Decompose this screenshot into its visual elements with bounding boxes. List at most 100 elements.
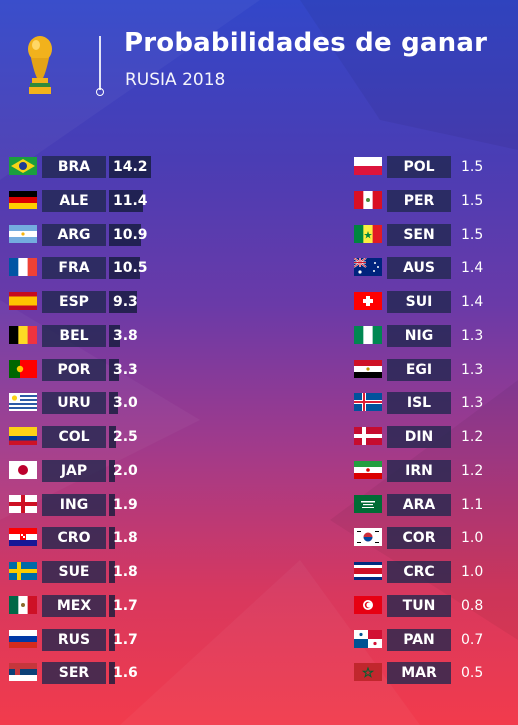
senegal-flag	[354, 224, 382, 243]
probability-label: 1.4	[461, 260, 484, 277]
probability-bar	[109, 291, 137, 313]
denmark-flag	[354, 427, 382, 445]
probability-bar	[109, 358, 119, 381]
table-row: POR 3.3	[9, 357, 169, 391]
probability-value: 14.2	[109, 156, 151, 178]
probability-label: 1.7	[113, 631, 138, 648]
costa-rica-flag	[354, 562, 382, 580]
country-code: BEL	[42, 324, 106, 347]
probability-value: 11.4	[109, 189, 148, 212]
table-row: NIG 1.3	[354, 323, 514, 357]
table-row: MAR 0.5	[354, 660, 514, 694]
probability-value: 1.2	[457, 460, 483, 482]
probability-label: 1.1	[461, 496, 484, 513]
probability-value: 1.4	[457, 257, 483, 279]
probability-label: 11.4	[113, 192, 148, 209]
table-row: EGI 1.3	[354, 357, 514, 391]
table-row: RUS 1.7	[9, 627, 169, 661]
probability-label: 10.5	[113, 260, 148, 277]
country-code: ESP	[42, 291, 106, 313]
probability-label: 1.6	[113, 665, 138, 682]
table-row: ARG 10.9	[9, 222, 169, 256]
probability-bar	[109, 426, 117, 448]
country-code: ALE	[42, 189, 106, 212]
probability-label: 1.3	[461, 327, 484, 344]
table-row: COL 2.5	[9, 424, 169, 458]
panama-flag	[354, 629, 382, 648]
table-row: JAP 2.0	[9, 458, 169, 492]
right-column: POL 1.5 PER 1.5 SEN 1.5 AUS 1.4 SUI 1.4 NIG 1.3 EGI 1…	[354, 154, 514, 694]
probability-label: 0.8	[461, 597, 484, 614]
table-row: SUI 1.4	[354, 289, 514, 323]
probability-value: 2.5	[109, 426, 138, 448]
country-code: POR	[42, 358, 106, 381]
england-flag	[9, 494, 37, 513]
probability-label: 1.4	[461, 294, 484, 310]
trophy-icon	[28, 36, 52, 94]
probability-label: 1.3	[461, 395, 484, 412]
table-row: POL 1.5	[354, 154, 514, 188]
probability-value: 10.9	[109, 223, 148, 246]
probability-label: 10.9	[113, 226, 148, 243]
probability-label: 14.2	[113, 159, 148, 175]
table-row: COR 1.0	[354, 525, 514, 559]
country-code: FRA	[42, 257, 106, 280]
probability-bar	[109, 257, 141, 280]
uruguay-flag	[9, 393, 37, 412]
country-code: SUI	[387, 291, 451, 313]
table-row: ARA 1.1	[354, 492, 514, 526]
table-row: BEL 3.8	[9, 323, 169, 357]
probability-value: 0.8	[457, 595, 483, 617]
country-code: EGI	[387, 358, 451, 381]
saudi-arabia-flag	[354, 494, 382, 513]
probability-value: 0.7	[457, 629, 483, 651]
table-row: ESP 9.3	[9, 289, 169, 323]
probability-bar	[109, 662, 115, 685]
probability-value: 1.7	[109, 594, 138, 617]
table-row: TUN 0.8	[354, 593, 514, 627]
brazil-flag	[9, 157, 37, 175]
country-code: ARA	[387, 493, 451, 516]
probability-label: 1.2	[461, 429, 484, 445]
country-code: PER	[387, 189, 451, 212]
belgium-flag	[9, 325, 37, 344]
country-code: NIG	[387, 324, 451, 347]
table-row: IRN 1.2	[354, 458, 514, 492]
probability-bar	[109, 324, 121, 347]
probability-bar	[109, 594, 115, 617]
colombia-flag	[9, 427, 37, 445]
probability-value: 1.9	[109, 493, 138, 516]
probability-value: 3.3	[109, 358, 138, 381]
country-code: COL	[42, 426, 106, 448]
country-code: URU	[42, 392, 106, 415]
country-code: AUS	[387, 257, 451, 280]
header: Probabilidades de ganar RUSIA 2018	[0, 0, 518, 110]
table-row: AUS 1.4	[354, 255, 514, 289]
probability-label: 1.2	[461, 462, 484, 479]
probability-value: 1.7	[109, 628, 138, 651]
iceland-flag	[354, 393, 382, 412]
table-row: PAN 0.7	[354, 627, 514, 661]
probability-value: 9.3	[109, 291, 138, 313]
header-divider	[96, 36, 104, 96]
argentina-flag	[9, 224, 37, 243]
probability-label: 1.5	[461, 226, 484, 243]
country-code: SER	[42, 662, 106, 685]
serbia-flag	[9, 663, 37, 682]
probability-value: 1.5	[457, 190, 483, 212]
country-code: TUN	[387, 594, 451, 617]
probability-label: 1.8	[113, 530, 138, 547]
probability-bar	[109, 156, 151, 178]
peru-flag	[354, 190, 382, 209]
australia-flag	[354, 258, 382, 277]
probability-value: 1.0	[457, 527, 483, 549]
tunisia-flag	[354, 595, 382, 614]
probability-label: 1.0	[461, 564, 484, 580]
south-korea-flag	[354, 528, 382, 547]
table-row: SER 1.6	[9, 660, 169, 694]
country-code: ISL	[387, 392, 451, 415]
probability-bar	[109, 189, 143, 212]
probability-value: 1.3	[457, 325, 483, 347]
germany-flag	[9, 190, 37, 209]
country-code: JAP	[42, 459, 106, 482]
